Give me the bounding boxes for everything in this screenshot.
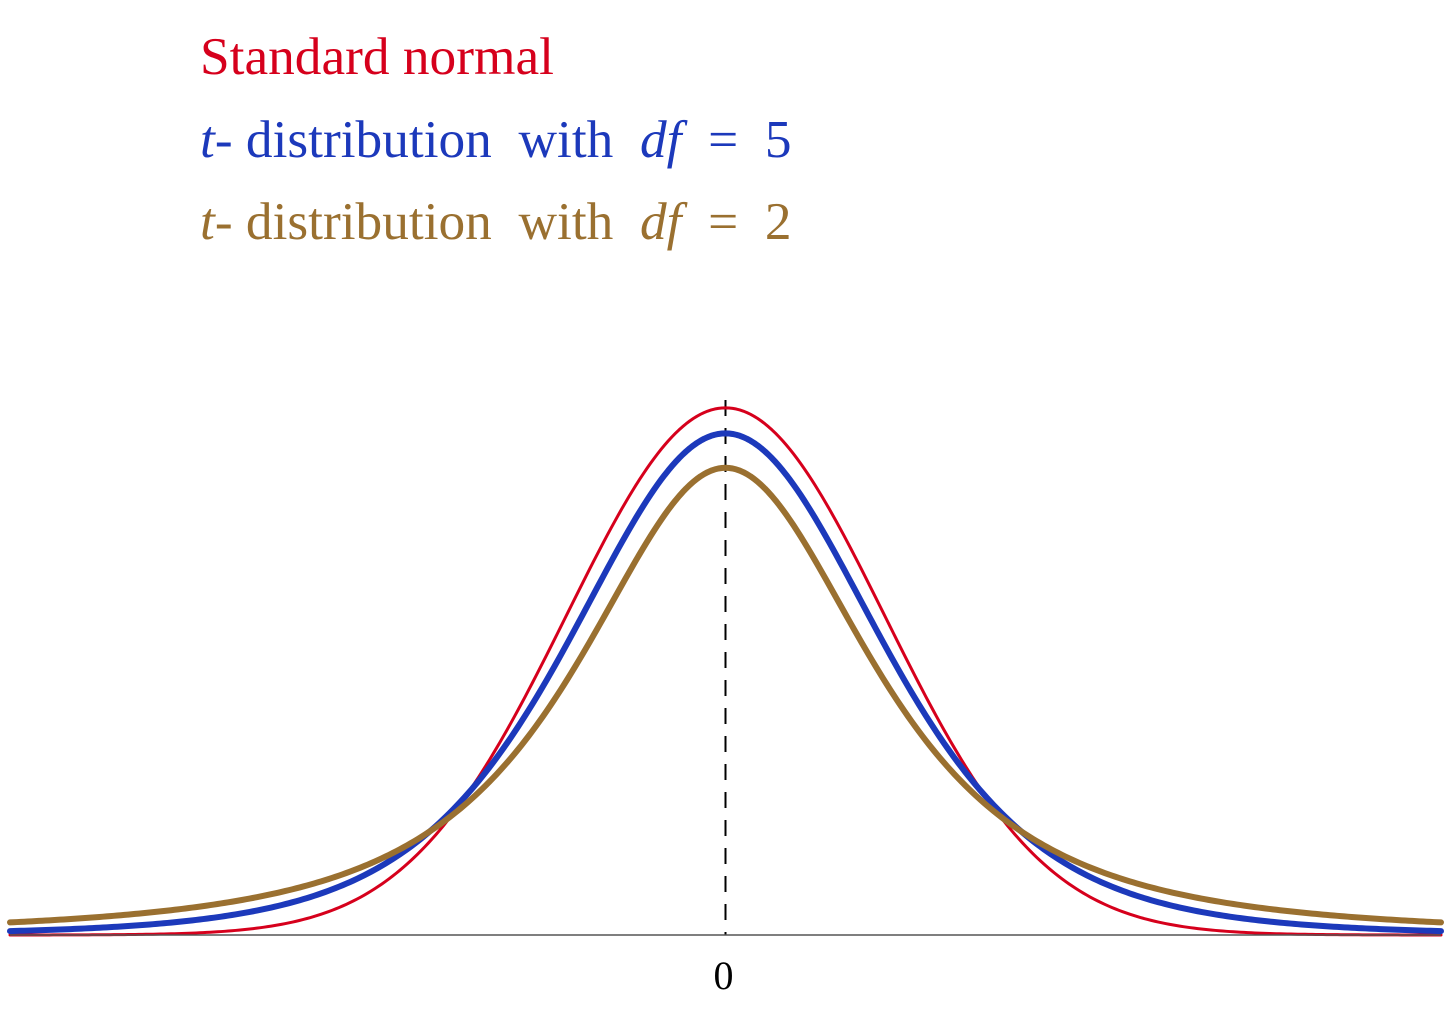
figure-stage: Standard normalt- distribution with df =… (0, 0, 1451, 1013)
distribution-chart (0, 0, 1451, 1013)
x-axis-zero-label: 0 (714, 952, 734, 999)
